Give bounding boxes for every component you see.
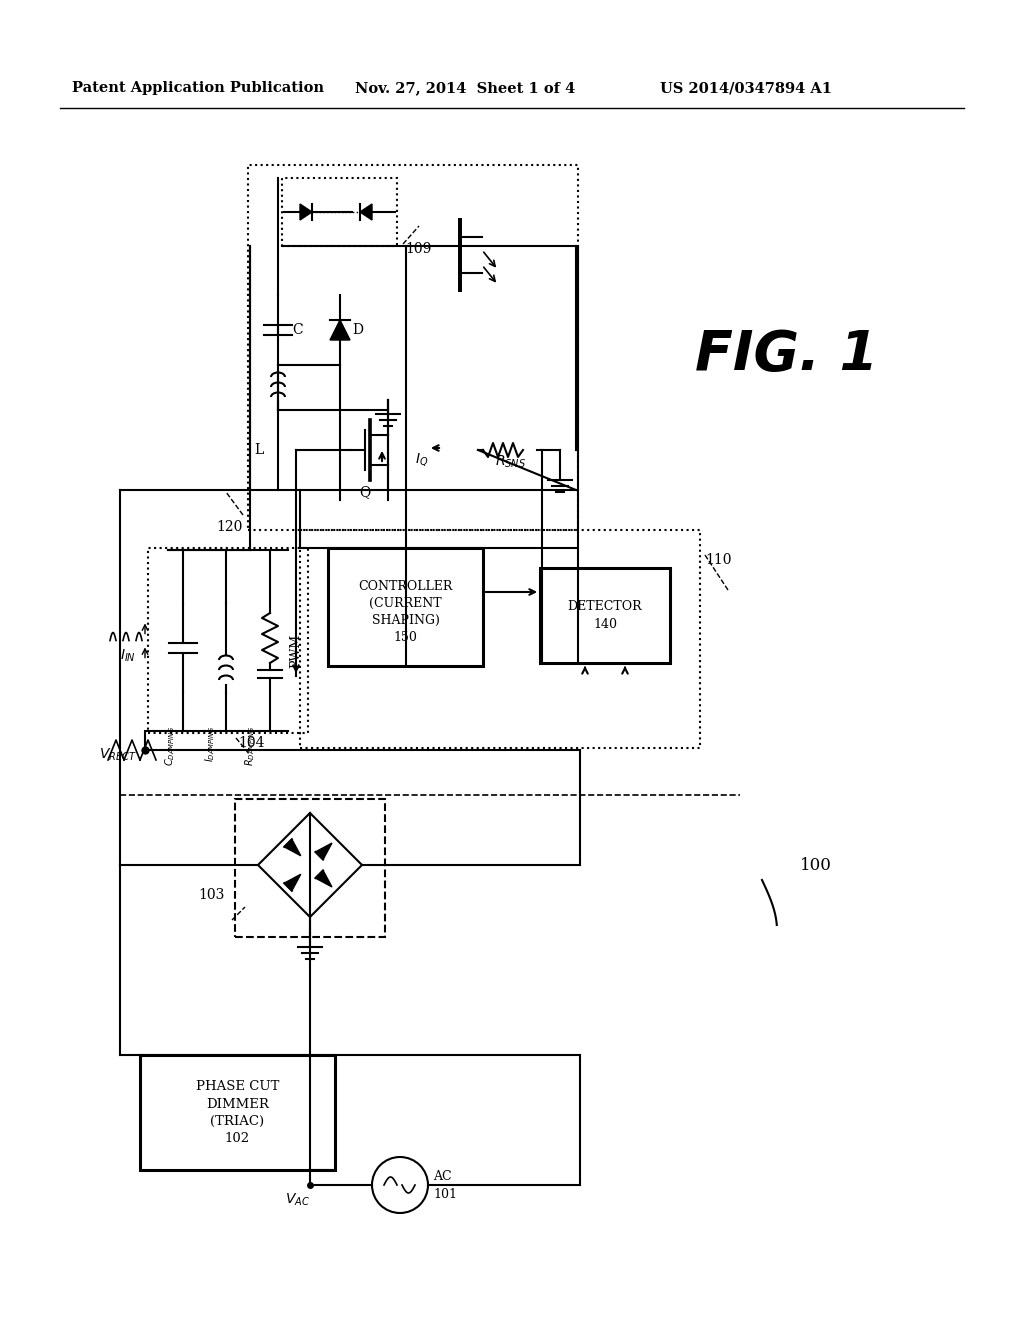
Text: AC: AC bbox=[433, 1171, 452, 1184]
Polygon shape bbox=[285, 840, 301, 855]
Text: $V_{RECT}$: $V_{RECT}$ bbox=[99, 747, 137, 763]
Text: $I_{IN}$: $I_{IN}$ bbox=[120, 647, 136, 664]
Text: 104: 104 bbox=[238, 737, 264, 750]
Bar bbox=[300, 531, 700, 748]
Text: PWM: PWM bbox=[290, 634, 302, 668]
Bar bbox=[540, 568, 670, 663]
Bar bbox=[148, 548, 308, 733]
Bar bbox=[328, 548, 483, 667]
Text: $R_{DAMPING}$: $R_{DAMPING}$ bbox=[243, 725, 257, 766]
Text: DETECTOR
140: DETECTOR 140 bbox=[567, 599, 642, 631]
Bar bbox=[234, 799, 385, 937]
Bar bbox=[140, 1055, 335, 1170]
Text: $R_{SNS}$: $R_{SNS}$ bbox=[495, 454, 525, 470]
Text: C: C bbox=[293, 323, 303, 337]
Text: US 2014/0347894 A1: US 2014/0347894 A1 bbox=[660, 81, 831, 95]
Text: Q: Q bbox=[359, 484, 371, 499]
Text: 109: 109 bbox=[406, 242, 431, 256]
Polygon shape bbox=[360, 205, 372, 220]
Polygon shape bbox=[330, 319, 350, 341]
Bar bbox=[248, 165, 578, 531]
Polygon shape bbox=[315, 870, 332, 887]
Text: 110: 110 bbox=[705, 553, 731, 568]
Text: Patent Application Publication: Patent Application Publication bbox=[72, 81, 324, 95]
Polygon shape bbox=[285, 874, 301, 891]
Text: $C_{DAMPING}$: $C_{DAMPING}$ bbox=[163, 725, 177, 766]
Text: 100: 100 bbox=[800, 857, 831, 874]
Bar bbox=[282, 178, 397, 246]
Text: L: L bbox=[255, 444, 264, 457]
Text: 103: 103 bbox=[199, 888, 225, 902]
Text: Nov. 27, 2014  Sheet 1 of 4: Nov. 27, 2014 Sheet 1 of 4 bbox=[355, 81, 575, 95]
Text: 120: 120 bbox=[217, 520, 243, 535]
Text: 101: 101 bbox=[433, 1188, 457, 1201]
Text: PHASE CUT
DIMMER
(TRIAC)
102: PHASE CUT DIMMER (TRIAC) 102 bbox=[196, 1081, 280, 1144]
Text: D: D bbox=[352, 323, 364, 337]
Text: $V_{AC}$: $V_{AC}$ bbox=[285, 1192, 310, 1208]
Text: $I_{DAMPING}$: $I_{DAMPING}$ bbox=[203, 725, 217, 762]
Text: FIG. 1: FIG. 1 bbox=[695, 327, 879, 381]
Polygon shape bbox=[300, 205, 312, 220]
Text: CONTROLLER
(CURRENT
SHAPING)
150: CONTROLLER (CURRENT SHAPING) 150 bbox=[358, 579, 453, 644]
Polygon shape bbox=[315, 843, 332, 859]
Text: $I_Q$: $I_Q$ bbox=[415, 451, 428, 469]
